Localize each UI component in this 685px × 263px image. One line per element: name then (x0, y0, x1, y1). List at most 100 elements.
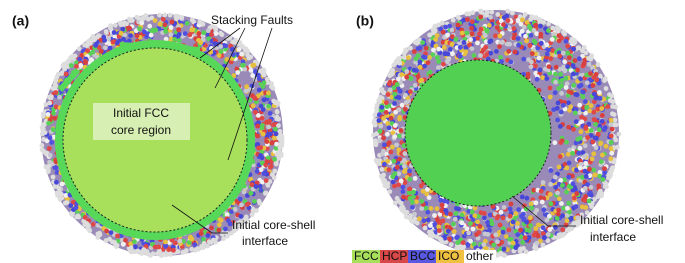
atom (389, 150, 394, 155)
atom (580, 205, 585, 210)
atom (407, 187, 412, 192)
atom (523, 235, 528, 240)
atom (404, 69, 409, 74)
atom (555, 106, 560, 111)
atom (558, 154, 563, 159)
atom (472, 53, 477, 58)
atom (585, 135, 590, 140)
atom (412, 212, 417, 217)
atom (128, 248, 133, 253)
atom (532, 245, 537, 250)
atom (392, 101, 397, 106)
atom (451, 18, 456, 23)
atom (46, 169, 51, 174)
atom (564, 39, 569, 44)
atom (201, 30, 206, 35)
atom (523, 34, 528, 39)
atom (598, 141, 603, 146)
atom (553, 72, 558, 77)
atom (111, 40, 116, 45)
atom (533, 40, 538, 45)
atom (135, 33, 140, 38)
atom (278, 145, 283, 150)
atom (428, 70, 433, 75)
atom (196, 38, 201, 43)
atom (266, 125, 271, 130)
atom (485, 28, 490, 33)
atom (603, 184, 608, 189)
atom (274, 100, 279, 105)
legend-label: ICO (438, 249, 459, 263)
atom (402, 158, 407, 163)
atom (591, 168, 596, 173)
atom (387, 189, 392, 194)
atom (453, 211, 458, 216)
atom (387, 125, 392, 130)
atom (374, 142, 379, 147)
fault-label: Stacking Faults (211, 13, 293, 27)
atom (502, 247, 507, 252)
atom (450, 42, 455, 47)
atom (572, 38, 577, 43)
atom (510, 11, 515, 16)
atom (594, 145, 599, 150)
atom (66, 58, 71, 63)
atom (583, 161, 588, 166)
atom (418, 60, 423, 65)
atom (386, 167, 391, 172)
atom (571, 63, 576, 68)
atom (139, 21, 144, 26)
atom (448, 212, 453, 217)
atom (262, 171, 267, 176)
atom (548, 56, 553, 61)
atom (403, 107, 408, 112)
atom (148, 253, 153, 258)
atom (276, 123, 281, 128)
atom (95, 235, 100, 240)
atom (406, 55, 411, 60)
atom (115, 234, 120, 239)
atom (508, 207, 513, 212)
atom (534, 31, 539, 36)
atom (506, 9, 511, 14)
atom (274, 132, 279, 137)
atom (556, 208, 561, 213)
atom (435, 33, 440, 38)
atom (170, 20, 175, 25)
atom (153, 28, 158, 33)
atom (499, 210, 504, 215)
atom (584, 50, 589, 55)
atom (413, 176, 418, 181)
atom (553, 80, 558, 85)
atom (504, 14, 509, 19)
atom (507, 42, 512, 47)
atom (546, 232, 551, 237)
atom (520, 240, 525, 245)
atom (264, 178, 269, 183)
atom (266, 183, 271, 188)
atom (137, 26, 142, 31)
atom (59, 192, 64, 197)
atom (565, 206, 570, 211)
atom (531, 188, 536, 193)
atom (264, 139, 269, 144)
atom (526, 72, 531, 77)
atom (550, 37, 555, 42)
atom (540, 200, 545, 205)
atom (74, 64, 79, 69)
atom (176, 27, 181, 32)
atom (555, 118, 560, 123)
atom (377, 118, 382, 123)
atom (547, 64, 552, 69)
atom (506, 49, 511, 54)
atom (432, 27, 437, 32)
atom (600, 153, 605, 158)
atom (513, 211, 518, 216)
atom (539, 189, 544, 194)
atom (415, 221, 420, 226)
atom (594, 72, 599, 77)
atom (76, 214, 81, 219)
atom (579, 115, 584, 120)
atom (257, 76, 262, 81)
atom (560, 213, 565, 218)
